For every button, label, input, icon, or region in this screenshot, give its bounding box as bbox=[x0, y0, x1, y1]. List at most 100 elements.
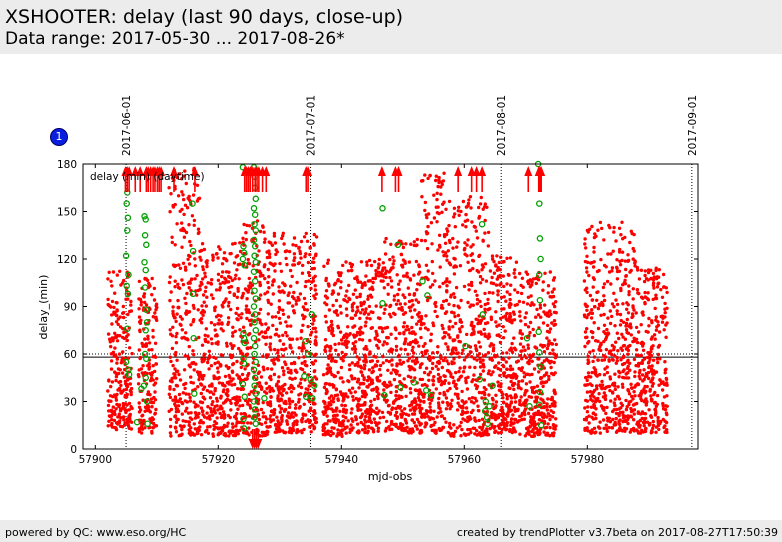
red-data-point bbox=[335, 313, 340, 317]
red-data-point bbox=[203, 271, 207, 275]
red-data-point bbox=[185, 206, 190, 210]
green-data-point bbox=[241, 393, 248, 401]
red-data-point bbox=[385, 325, 390, 330]
red-data-point bbox=[553, 427, 557, 431]
red-data-point bbox=[655, 393, 660, 398]
green-data-point bbox=[240, 360, 248, 367]
red-data-point bbox=[643, 427, 648, 431]
red-data-point bbox=[401, 411, 406, 416]
red-data-point bbox=[330, 426, 334, 430]
red-data-point bbox=[449, 404, 454, 409]
arrow-head-up bbox=[454, 166, 463, 176]
red-data-point bbox=[297, 346, 301, 350]
red-data-point bbox=[452, 215, 456, 219]
red-data-point bbox=[273, 430, 277, 434]
red-data-point bbox=[231, 362, 235, 367]
red-data-point bbox=[195, 199, 200, 203]
red-data-point bbox=[302, 296, 307, 301]
red-data-point bbox=[539, 315, 543, 319]
red-data-point bbox=[301, 263, 305, 268]
red-data-point bbox=[368, 293, 373, 297]
red-data-point bbox=[273, 241, 278, 245]
red-data-point bbox=[220, 429, 225, 433]
red-data-point bbox=[440, 323, 444, 328]
red-data-point bbox=[273, 423, 278, 427]
red-data-point bbox=[325, 344, 329, 348]
red-data-point bbox=[513, 430, 517, 434]
red-data-point bbox=[641, 310, 645, 314]
red-data-point bbox=[614, 411, 619, 416]
red-data-point bbox=[537, 403, 542, 407]
red-data-point bbox=[216, 340, 220, 344]
red-data-point bbox=[201, 421, 205, 425]
red-data-point bbox=[526, 343, 530, 347]
red-data-point bbox=[278, 339, 282, 343]
red-data-point bbox=[527, 395, 531, 399]
red-data-point bbox=[546, 412, 550, 416]
red-data-point bbox=[233, 382, 237, 387]
red-data-point bbox=[659, 381, 664, 385]
red-data-point bbox=[199, 406, 204, 410]
red-data-point bbox=[336, 397, 340, 401]
red-data-point bbox=[293, 406, 298, 410]
red-data-point bbox=[461, 370, 466, 374]
red-data-point bbox=[623, 235, 627, 240]
red-data-point bbox=[415, 243, 419, 247]
red-data-point bbox=[170, 334, 175, 338]
red-data-point bbox=[389, 315, 393, 319]
red-data-point bbox=[368, 317, 372, 321]
red-data-point bbox=[480, 396, 484, 400]
red-data-point bbox=[180, 245, 184, 249]
red-data-point bbox=[586, 361, 590, 366]
red-data-point bbox=[243, 287, 248, 291]
red-data-point bbox=[492, 259, 496, 264]
red-data-point bbox=[369, 263, 374, 268]
red-data-point bbox=[284, 256, 288, 261]
red-data-point bbox=[480, 277, 485, 282]
red-data-point bbox=[363, 395, 367, 399]
red-data-point bbox=[230, 369, 235, 373]
red-data-point bbox=[444, 342, 448, 346]
green-data-point bbox=[261, 395, 268, 402]
red-data-point bbox=[505, 311, 509, 316]
red-data-point bbox=[336, 292, 341, 296]
red-data-point bbox=[186, 354, 190, 358]
red-data-point bbox=[125, 338, 129, 343]
red-data-point bbox=[495, 277, 499, 281]
red-data-point bbox=[626, 352, 630, 356]
red-data-point bbox=[409, 402, 414, 407]
red-data-point bbox=[434, 364, 438, 368]
red-data-point bbox=[221, 389, 226, 394]
red-data-point bbox=[202, 300, 206, 304]
red-data-point bbox=[199, 433, 204, 437]
red-data-point bbox=[590, 335, 595, 340]
red-data-point bbox=[508, 312, 512, 316]
red-data-point bbox=[456, 240, 460, 244]
red-data-point bbox=[210, 402, 214, 407]
red-data-point bbox=[468, 427, 472, 432]
red-data-point bbox=[439, 354, 443, 358]
red-data-point bbox=[168, 328, 172, 332]
red-data-point bbox=[381, 415, 386, 419]
red-data-point bbox=[602, 354, 606, 358]
red-data-point bbox=[183, 386, 187, 391]
red-data-point bbox=[287, 291, 291, 295]
red-data-point bbox=[324, 276, 328, 281]
red-data-point bbox=[256, 412, 260, 416]
green-data-point bbox=[240, 425, 248, 432]
red-data-point bbox=[292, 309, 296, 313]
red-data-point bbox=[435, 211, 440, 215]
red-data-point bbox=[588, 227, 592, 231]
red-data-point bbox=[410, 330, 415, 334]
red-data-point bbox=[190, 214, 195, 218]
red-data-point bbox=[339, 365, 344, 370]
red-data-point bbox=[201, 413, 205, 417]
red-data-point bbox=[270, 283, 275, 287]
red-data-point bbox=[501, 260, 505, 264]
red-data-point bbox=[195, 183, 200, 187]
red-data-point bbox=[511, 413, 515, 417]
red-data-point bbox=[348, 367, 352, 372]
red-data-point bbox=[618, 312, 623, 317]
red-data-point bbox=[399, 381, 403, 385]
red-data-point bbox=[656, 345, 661, 349]
